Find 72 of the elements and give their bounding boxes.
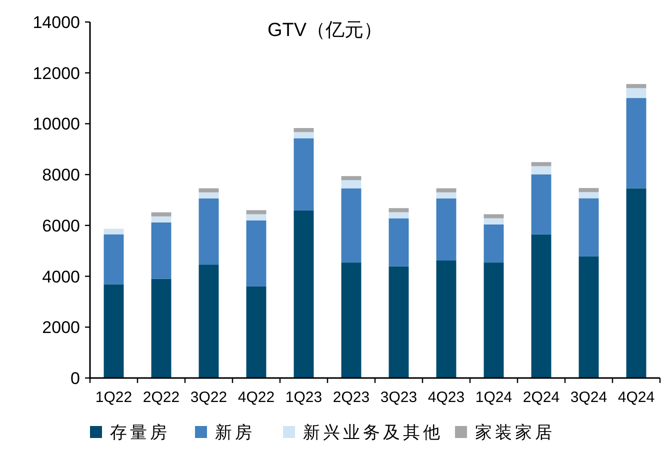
bar	[151, 216, 172, 222]
bar	[436, 198, 456, 261]
legend-label: 新兴业务及其他	[303, 423, 443, 442]
bar	[531, 162, 552, 166]
bar	[626, 188, 646, 378]
x-tick-label: 1Q23	[285, 389, 322, 406]
bar	[626, 98, 646, 188]
bar	[104, 284, 124, 378]
bar	[388, 208, 409, 212]
bar	[198, 188, 219, 192]
bar	[294, 132, 314, 138]
bar	[388, 212, 409, 218]
bar	[198, 264, 219, 378]
bar	[436, 260, 456, 378]
bar	[626, 88, 646, 98]
x-tick-label: 4Q22	[238, 389, 275, 406]
bar	[151, 278, 172, 378]
y-tick-label: 2000	[42, 318, 80, 338]
bar	[198, 198, 219, 265]
bar	[388, 218, 409, 266]
x-tick-label: 1Q24	[475, 389, 512, 406]
y-tick-label: 10000	[32, 114, 80, 134]
legend-label: 存量房	[110, 423, 170, 442]
y-tick-label: 0	[70, 369, 80, 388]
x-tick-label: 3Q23	[380, 389, 418, 406]
bar	[341, 262, 362, 378]
bar	[484, 214, 504, 218]
x-tick-label: 2Q22	[142, 389, 180, 406]
legend-label: 家装家居	[475, 423, 555, 442]
bar	[578, 188, 599, 192]
bar	[484, 262, 504, 378]
chart-title: GTV（亿元）	[267, 20, 383, 41]
y-tick-label: 4000	[42, 267, 80, 286]
x-tick-label: 1Q22	[95, 389, 132, 406]
bar	[436, 192, 456, 198]
bar	[198, 192, 219, 198]
y-tick-label: 12000	[32, 64, 80, 83]
bar	[151, 222, 172, 279]
bar	[104, 228, 124, 234]
x-tick-label: 2Q24	[522, 389, 560, 406]
bar	[531, 234, 552, 378]
x-tick-label: 4Q23	[428, 389, 465, 406]
x-tick-label: 2Q23	[332, 389, 370, 406]
bar	[484, 224, 504, 263]
bar	[246, 214, 266, 220]
bar	[294, 210, 314, 378]
x-tick-label: 3Q24	[570, 389, 608, 406]
bar	[246, 286, 266, 378]
bar	[151, 212, 172, 216]
y-tick-label: 8000	[42, 166, 80, 185]
bar	[341, 180, 362, 188]
x-tick-label: 4Q24	[618, 389, 655, 406]
bar	[436, 188, 456, 192]
bar	[578, 198, 599, 256]
bar	[341, 188, 362, 263]
x-tick-label: 3Q22	[190, 389, 228, 406]
bar	[578, 192, 599, 198]
y-tick-label: 6000	[42, 216, 80, 236]
bar	[341, 176, 362, 180]
bar	[626, 84, 646, 88]
bar	[388, 266, 409, 378]
bar	[294, 128, 314, 132]
legend-label: 新房	[215, 423, 255, 442]
bar	[104, 234, 124, 284]
bar	[246, 220, 266, 286]
bar	[484, 218, 504, 224]
bar	[246, 210, 266, 214]
bar	[294, 138, 314, 210]
bar	[578, 256, 599, 378]
bar	[531, 174, 552, 234]
bar	[531, 166, 552, 174]
y-tick-label: 14000	[32, 13, 80, 32]
